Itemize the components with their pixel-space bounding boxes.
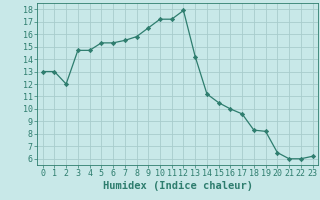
X-axis label: Humidex (Indice chaleur): Humidex (Indice chaleur) bbox=[103, 181, 252, 191]
